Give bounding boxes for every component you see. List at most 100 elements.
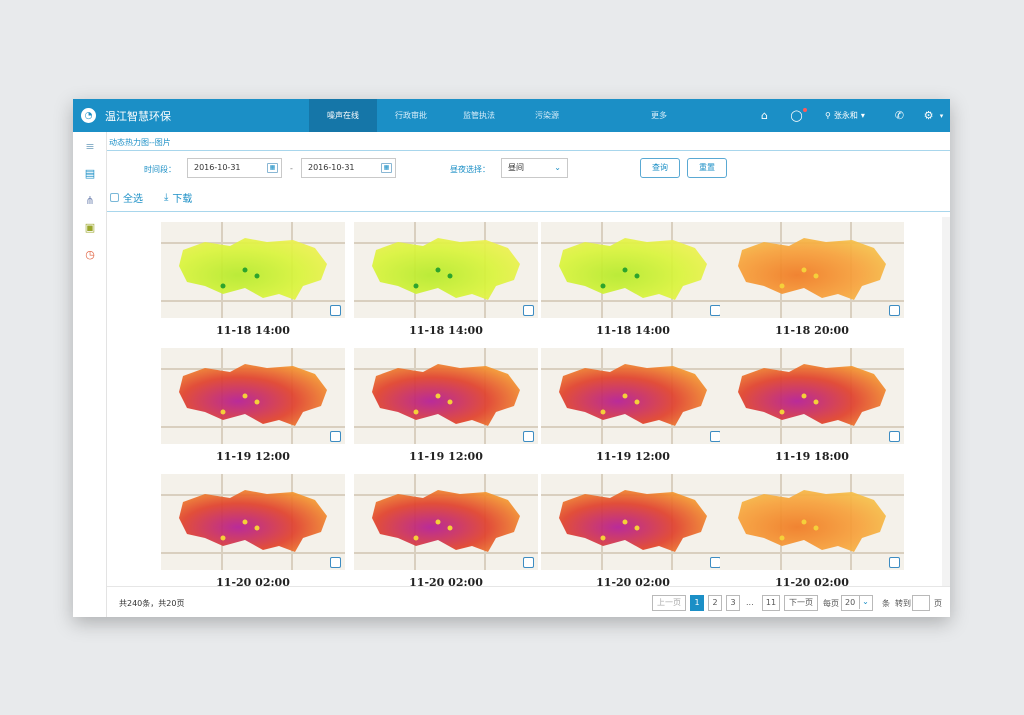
heat-region: [372, 364, 520, 426]
monitor-point-marker: [242, 519, 248, 525]
heatmap-image[interactable]: [541, 348, 725, 444]
heat-overlay: [738, 238, 886, 300]
gear-icon[interactable]: ⚙: [923, 109, 934, 122]
page-suffix: 页: [934, 599, 942, 608]
heatmap-card[interactable]: 11-20 02:00: [161, 474, 345, 586]
goto-page-input[interactable]: [912, 595, 930, 611]
monitor-point-marker: [813, 525, 819, 531]
monitor-point-marker: [779, 409, 785, 415]
heatmap-card[interactable]: 11-20 02:00: [354, 474, 538, 586]
heat-region: [559, 364, 707, 426]
monitor-point-marker: [600, 283, 606, 289]
heatmap-timestamp: 11-18 14:00: [596, 324, 670, 337]
page-button-2[interactable]: 2: [708, 595, 722, 611]
monitor-point-marker: [801, 393, 807, 399]
card-checkbox[interactable]: [523, 305, 534, 316]
app-title: 温江智慧环保: [105, 110, 171, 123]
heat-overlay: [179, 238, 327, 300]
monitor-point-marker: [447, 273, 453, 279]
vertical-scrollbar[interactable]: [942, 217, 950, 586]
page-button-1[interactable]: 1: [690, 595, 704, 611]
map-road: [354, 426, 538, 428]
heat-region: [179, 490, 327, 552]
heatmap-image[interactable]: [161, 222, 345, 318]
heatmap-image[interactable]: [541, 222, 725, 318]
heatmap-image[interactable]: [720, 222, 904, 318]
sidebar-item-document-icon[interactable]: ▣: [84, 220, 96, 234]
next-page-button[interactable]: 下一页: [784, 595, 818, 611]
heatmap-card[interactable]: 11-18 14:00: [541, 222, 725, 342]
nav-item-admin-approval[interactable]: 行政审批: [395, 111, 427, 120]
sidebar-item-clock-icon[interactable]: ◷: [85, 247, 95, 261]
monitor-point-marker: [600, 535, 606, 541]
monitor-point-marker: [220, 535, 226, 541]
map-road: [541, 552, 725, 554]
heatmap-timestamp: 11-18 20:00: [775, 324, 849, 337]
select-all-checkbox[interactable]: 全选: [110, 190, 143, 205]
download-button[interactable]: ⤓ 下载: [164, 190, 192, 205]
prev-page-button[interactable]: 上一页: [652, 595, 686, 611]
map-road: [161, 426, 345, 428]
settings-chevron-icon[interactable]: ▾: [939, 111, 944, 120]
heatmap-card[interactable]: 11-20 02:00: [541, 474, 725, 586]
user-menu[interactable]: ⚲ 张永和 ▾: [825, 110, 865, 121]
end-date-input[interactable]: 2016-10-31 ▦: [301, 158, 396, 178]
sidebar-item-report-icon[interactable]: ▤: [84, 166, 96, 180]
heatmap-card[interactable]: 11-20 02:00: [720, 474, 904, 586]
card-checkbox[interactable]: [330, 557, 341, 568]
card-checkbox[interactable]: [889, 431, 900, 442]
heatmap-card[interactable]: 11-18 14:00: [354, 222, 538, 342]
query-button[interactable]: 查询: [640, 158, 680, 178]
card-checkbox[interactable]: [523, 431, 534, 442]
nav-more[interactable]: 更多: [651, 111, 667, 120]
per-page-select[interactable]: 20 ⌄: [841, 595, 873, 611]
home-icon[interactable]: ⌂: [761, 109, 768, 122]
nav-item-supervision[interactable]: 监管执法: [463, 111, 495, 120]
monitor-point-marker: [813, 273, 819, 279]
start-date-value: 2016-10-31: [194, 163, 241, 172]
sidebar: ≡ ▤ ⋔ ▣ ◷: [73, 132, 107, 617]
heatmap-image[interactable]: [161, 474, 345, 570]
heatmap-card[interactable]: 11-18 20:00: [720, 222, 904, 342]
message-icon[interactable]: ◯: [790, 109, 803, 122]
sidebar-item-share-icon[interactable]: ⋔: [85, 193, 95, 207]
card-checkbox[interactable]: [523, 557, 534, 568]
heatmap-image[interactable]: [720, 348, 904, 444]
heatmap-image[interactable]: [354, 348, 538, 444]
page-button-last[interactable]: 11: [762, 595, 780, 611]
heatmap-image[interactable]: [720, 474, 904, 570]
heatmap-image[interactable]: [354, 222, 538, 318]
heatmap-card[interactable]: 11-19 12:00: [541, 348, 725, 468]
page-button-3[interactable]: 3: [726, 595, 740, 611]
chevron-down-icon: ⌄: [554, 163, 561, 172]
heatmap-image[interactable]: [541, 474, 725, 570]
calendar-icon[interactable]: ▦: [267, 163, 278, 173]
heatmap-card[interactable]: 11-19 18:00: [720, 348, 904, 468]
card-checkbox[interactable]: [889, 557, 900, 568]
nav-item-noise-online[interactable]: 噪声在线: [309, 99, 377, 132]
daynight-select[interactable]: 昼间 ⌄: [501, 158, 568, 178]
nav-item-pollution-source[interactable]: 污染源: [535, 111, 559, 120]
main-content: 动态热力图--图片 时间段： 2016-10-31 ▦ - 2016-10-31…: [107, 132, 950, 617]
top-bar: ◔ 温江智慧环保 噪声在线 行政审批 监管执法 污染源 更多 ⌂ ◯ ⚲ 张永和…: [73, 99, 950, 132]
user-icon: ⚲: [825, 111, 831, 120]
heatmap-image[interactable]: [354, 474, 538, 570]
card-checkbox[interactable]: [330, 431, 341, 442]
heatmap-card[interactable]: 11-19 12:00: [354, 348, 538, 468]
card-checkbox[interactable]: [889, 305, 900, 316]
heatmap-card[interactable]: 11-19 12:00: [161, 348, 345, 468]
reset-button[interactable]: 重置: [687, 158, 727, 178]
heat-overlay: [559, 490, 707, 552]
menu-icon[interactable]: ≡: [85, 139, 95, 153]
monitor-point-marker: [220, 409, 226, 415]
calendar-icon[interactable]: ▦: [381, 163, 392, 173]
monitor-point-marker: [634, 273, 640, 279]
monitor-point-marker: [622, 267, 628, 273]
start-date-input[interactable]: 2016-10-31 ▦: [187, 158, 282, 178]
heatmap-card[interactable]: 11-18 14:00: [161, 222, 345, 342]
heatmap-image[interactable]: [161, 348, 345, 444]
heatmap-timestamp: 11-20 02:00: [775, 576, 849, 586]
heat-region: [738, 238, 886, 300]
phone-icon[interactable]: ✆: [894, 109, 905, 122]
card-checkbox[interactable]: [330, 305, 341, 316]
